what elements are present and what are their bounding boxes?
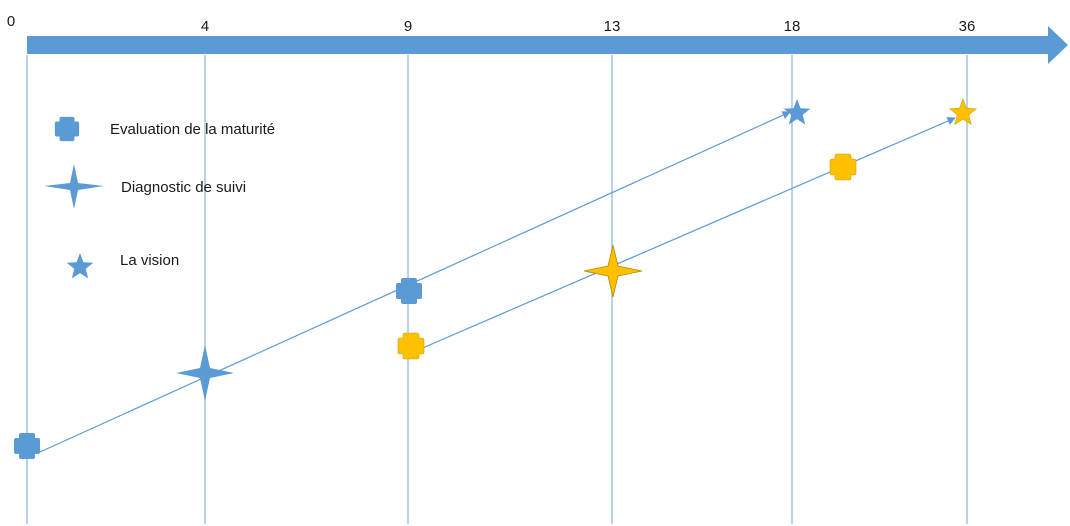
gold-path-line [417, 117, 956, 351]
legend-label-vision: La vision [120, 252, 179, 269]
tick-label-13: 13 [604, 18, 621, 35]
rounded-cross-icon [14, 433, 40, 459]
tick-label-9: 9 [404, 18, 412, 35]
four-point-star-icon [583, 244, 643, 298]
blue-path-milestones [14, 99, 811, 459]
legend-label-maturity: Evaluation de la maturité [110, 121, 275, 138]
tick-label-18: 18 [784, 18, 801, 35]
rounded-cross-icon [397, 332, 425, 360]
four-point-star-icon [44, 164, 104, 209]
tick-label-36: 36 [959, 18, 976, 35]
five-point-star-icon [66, 253, 94, 279]
timeline-axis-arrow [27, 26, 1068, 64]
four-point-star-icon [176, 345, 234, 401]
rounded-cross-icon [396, 278, 422, 304]
five-point-star-icon [783, 99, 811, 125]
connector-lines [39, 111, 956, 453]
tick-label-0: 0 [7, 13, 15, 30]
rounded-cross-icon [54, 116, 80, 142]
five-point-star-icon [948, 98, 978, 126]
rounded-cross-icon [829, 153, 857, 181]
legend-label-diagnostic: Diagnostic de suivi [121, 179, 246, 196]
legend: Evaluation de la maturité Diagnostic de … [44, 116, 275, 279]
tick-label-4: 4 [201, 18, 209, 35]
gold-path-milestones [397, 98, 978, 360]
